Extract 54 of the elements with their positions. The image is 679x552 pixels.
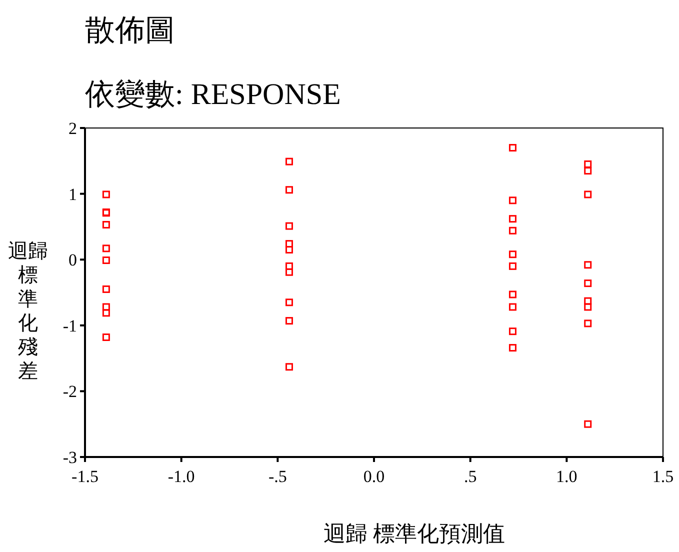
point <box>285 240 293 248</box>
point <box>102 333 110 341</box>
y-axis-title: 迴歸標準化殘差 <box>8 240 48 383</box>
point <box>285 246 293 254</box>
point <box>508 328 516 336</box>
point <box>508 226 516 234</box>
point <box>285 158 293 166</box>
point <box>102 256 110 264</box>
x-tick-label: .5 <box>464 467 477 486</box>
x-tick-label: -1.0 <box>168 467 195 486</box>
y-tick-label: -2 <box>62 382 77 402</box>
point <box>508 262 516 270</box>
point <box>285 317 293 325</box>
point <box>285 222 293 230</box>
y-tick-label: 0 <box>68 250 77 270</box>
chart-subtitle: 依變數: RESPONSE <box>85 78 341 111</box>
point <box>102 190 110 198</box>
y-tick-label: 1 <box>68 184 77 204</box>
point <box>508 303 516 311</box>
point <box>508 144 516 152</box>
chart-title: 散佈圖 <box>85 14 175 47</box>
point <box>584 297 592 305</box>
point <box>584 261 592 269</box>
point <box>508 196 516 204</box>
point <box>584 167 592 175</box>
x-tick-label: -1.5 <box>72 467 98 486</box>
y-tick-label: -1 <box>62 316 77 336</box>
point <box>508 290 516 298</box>
point <box>285 268 293 276</box>
x-tick-label: 1.5 <box>652 467 674 486</box>
point <box>285 262 293 270</box>
x-tick-label: 0.0 <box>363 467 385 486</box>
point <box>285 298 293 306</box>
y-tick-label: 2 <box>68 118 77 138</box>
x-axis-title: 迴歸 標準化預測值 <box>323 521 505 546</box>
y-tick-label: -3 <box>62 448 77 467</box>
point <box>102 285 110 293</box>
x-tick-label: 1.0 <box>556 467 578 486</box>
point <box>584 160 592 168</box>
point <box>102 309 110 317</box>
point <box>508 250 516 258</box>
point <box>584 420 592 428</box>
point <box>584 190 592 198</box>
point <box>285 186 293 194</box>
point <box>584 303 592 311</box>
point <box>102 220 110 228</box>
point <box>508 215 516 223</box>
point <box>285 363 293 371</box>
point <box>508 344 516 352</box>
point <box>102 303 110 311</box>
x-tick-label: -.5 <box>268 467 287 486</box>
point <box>584 320 592 328</box>
point <box>102 244 110 252</box>
point <box>584 280 592 288</box>
